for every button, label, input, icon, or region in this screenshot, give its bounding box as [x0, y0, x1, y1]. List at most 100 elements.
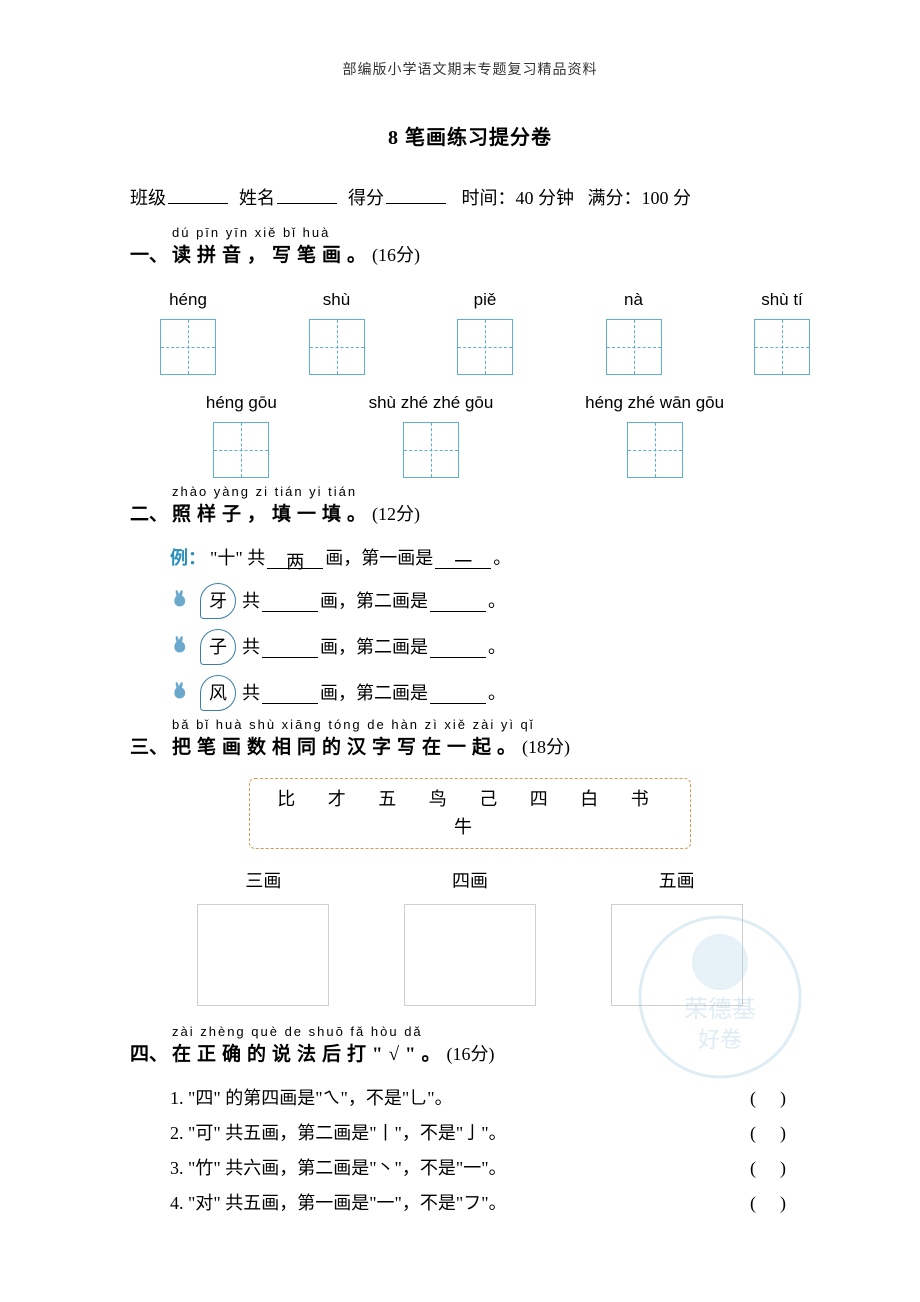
q-text: 1. "四" 的第四画是"ㄟ"，不是"乚"。	[170, 1084, 453, 1113]
s2-points: (12分)	[372, 504, 420, 524]
doc-header: 部编版小学语文期末专题复习精品资料	[130, 60, 810, 82]
col-label: 五画	[659, 867, 695, 896]
blank[interactable]	[262, 591, 318, 612]
s2-item-1: 牙 共 画，第二画是 。	[170, 583, 810, 619]
py-pie: piě	[474, 286, 497, 313]
py-shuti: shù tí	[761, 286, 803, 313]
grid-box[interactable]	[213, 422, 269, 478]
char-bank: 比 才 五 鸟 己 四 白 书 牛	[249, 778, 691, 850]
q-text: 4. "对" 共五画，第一画是"一"，不是"フ"。	[170, 1189, 507, 1218]
blank[interactable]	[262, 637, 318, 658]
section-4-head: zài zhèng què de shuō fǎ hòu dǎ 四、在正确的说法…	[130, 1040, 810, 1070]
cell-shu: shù	[309, 286, 365, 375]
answer-box[interactable]	[197, 904, 329, 1006]
s3-pinyin: bǎ bǐ huà shù xiāng tóng de hàn zì xiě z…	[172, 715, 535, 736]
s1-pinyin: dú pīn yīn xiě bǐ huà	[172, 223, 330, 244]
score-blank[interactable]	[386, 185, 446, 204]
py-henggou: héng gōu	[206, 389, 277, 416]
cell-shuti: shù tí	[754, 286, 810, 375]
s2-pinyin: zhào yàng zi tián yi tián	[172, 482, 357, 503]
s2-example: 例： "十" 共 两 画，第一画是 一 。	[170, 544, 810, 573]
char-icon: 风	[170, 675, 236, 711]
name-blank[interactable]	[277, 185, 337, 204]
time-label: 时间：	[462, 188, 516, 208]
s4-q4: 4. "对" 共五画，第一画是"一"，不是"フ"。 ()	[170, 1189, 810, 1218]
full-value: 100 分	[642, 188, 692, 208]
s3-points: (18分)	[522, 737, 570, 757]
s1-points: (16分)	[372, 245, 420, 265]
class-blank[interactable]	[168, 185, 228, 204]
s4-cn: 在正确的说法后打"√"。	[172, 1044, 447, 1065]
col-4: 四画	[404, 867, 536, 1006]
py-hzwg: héng zhé wān gōu	[585, 389, 724, 416]
answer-box[interactable]	[611, 904, 743, 1006]
grid-box[interactable]	[627, 422, 683, 478]
cell-pie: piě	[457, 286, 513, 375]
col-label: 四画	[452, 867, 488, 896]
answer-paren[interactable]: ()	[750, 1154, 810, 1183]
char-circle: 风	[200, 675, 236, 711]
rabbit-icon	[170, 680, 196, 706]
rabbit-icon	[170, 588, 196, 614]
cell-henggou: héng gōu	[206, 389, 277, 478]
class-label: 班级	[130, 188, 166, 208]
s3-num: 三、	[130, 737, 168, 758]
s1-cn: 读拼音，写笔画。	[172, 245, 372, 266]
worksheet-page: 部编版小学语文期末专题复习精品资料 8 笔画练习提分卷 班级 姓名 得分 时间：…	[0, 0, 920, 1264]
cell-heng: héng	[160, 286, 216, 375]
col-3: 三画	[197, 867, 329, 1006]
grid-box[interactable]	[403, 422, 459, 478]
section-3-head: bǎ bǐ huà shù xiāng tóng de hàn zì xiě z…	[130, 733, 810, 763]
s2-cn: 照样子，填一填。	[172, 504, 372, 525]
blank[interactable]	[430, 683, 486, 704]
s4-q1: 1. "四" 的第四画是"ㄟ"，不是"乚"。 ()	[170, 1084, 810, 1113]
s4-q2: 2. "可" 共五画，第二画是"丨"，不是"亅"。 ()	[170, 1119, 810, 1148]
page-title: 8 笔画练习提分卷	[130, 122, 810, 154]
blank[interactable]	[262, 683, 318, 704]
mid: 画，第二画是	[320, 633, 428, 662]
section-1-head: dú pīn yīn xiě bǐ huà 一、读拼音，写笔画。(16分)	[130, 241, 810, 271]
mid: 画，第二画是	[320, 587, 428, 616]
blank[interactable]	[430, 591, 486, 612]
answer-box[interactable]	[404, 904, 536, 1006]
gong: 共	[242, 587, 260, 616]
py-shu: shù	[323, 286, 350, 313]
col-5: 五画	[611, 867, 743, 1006]
cell-szzg: shù zhé zhé gōu	[369, 389, 494, 478]
gong: 共	[242, 679, 260, 708]
full-label: 满分：	[588, 188, 642, 208]
dot: 。	[488, 633, 506, 662]
info-line: 班级 姓名 得分 时间：40 分钟 满分：100 分	[130, 184, 810, 213]
example-t2: 画，第一画是	[325, 544, 433, 573]
s2-num: 二、	[130, 504, 168, 525]
dot: 。	[488, 587, 506, 616]
gong: 共	[242, 633, 260, 662]
answer-paren[interactable]: ()	[750, 1084, 810, 1113]
char-circle: 牙	[200, 583, 236, 619]
grid-box[interactable]	[309, 319, 365, 375]
col-label: 三画	[245, 867, 281, 896]
rabbit-icon	[170, 634, 196, 660]
grid-box[interactable]	[457, 319, 513, 375]
answer-paren[interactable]: ()	[750, 1189, 810, 1218]
example-u2: 一	[435, 548, 491, 569]
char-circle: 子	[200, 629, 236, 665]
blank[interactable]	[430, 637, 486, 658]
py-na: nà	[624, 286, 643, 313]
grid-box[interactable]	[754, 319, 810, 375]
s4-q3: 3. "竹" 共六画，第二画是"丶"，不是"一"。 ()	[170, 1154, 810, 1183]
s2-item-3: 风 共 画，第二画是 。	[170, 675, 810, 711]
s3-columns: 三画 四画 五画 荣德基 好卷	[160, 867, 780, 1006]
mid: 画，第二画是	[320, 679, 428, 708]
grid-box[interactable]	[606, 319, 662, 375]
s1-row1: héng shù piě nà shù tí	[160, 286, 810, 375]
score-label: 得分	[348, 188, 384, 208]
cell-hzwg: héng zhé wān gōu	[585, 389, 724, 478]
py-heng: héng	[169, 286, 207, 313]
grid-box[interactable]	[160, 319, 216, 375]
name-label: 姓名	[239, 188, 275, 208]
answer-paren[interactable]: ()	[750, 1119, 810, 1148]
dot: 。	[488, 679, 506, 708]
s1-row2: héng gōu shù zhé zhé gōu héng zhé wān gō…	[160, 389, 770, 478]
py-szzg: shù zhé zhé gōu	[369, 389, 494, 416]
